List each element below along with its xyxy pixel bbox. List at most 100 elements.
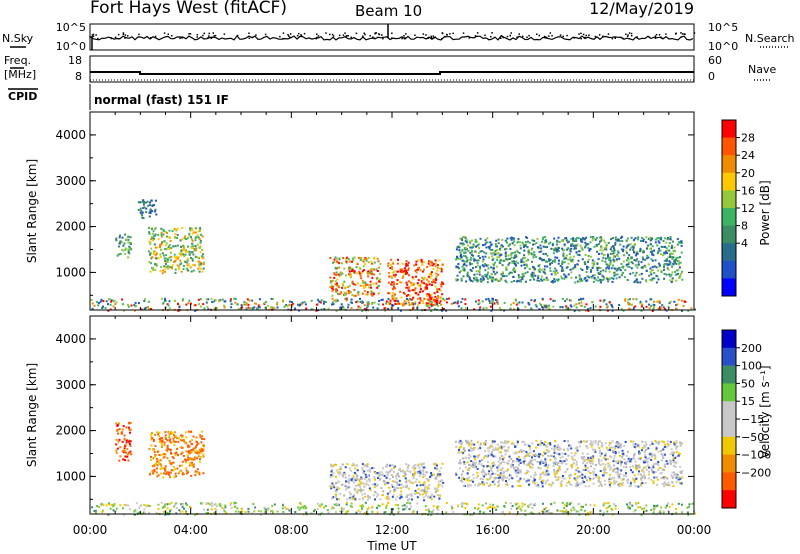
data-cell [473,443,476,446]
data-cell [504,501,507,504]
data-cell [468,278,471,281]
data-cell [187,456,190,459]
data-cell [355,490,358,493]
data-cell [188,265,191,268]
data-cell [422,278,425,281]
data-cell [574,281,577,284]
data-cell [189,256,192,259]
data-cell [180,270,183,273]
data-cell [504,251,507,254]
data-cell [552,242,554,245]
data-cell [507,254,510,257]
data-cell [124,451,127,454]
data-cell [413,468,416,471]
data-cell [354,498,357,501]
noise-search-dot [212,32,214,34]
data-cell [415,478,418,481]
data-cell [190,451,193,454]
data-cell [412,465,415,468]
data-cell [510,256,513,259]
data-cell [501,467,504,470]
data-cell [360,476,363,479]
data-cell [676,243,679,246]
data-cell [513,256,516,259]
data-cell [612,460,615,463]
data-cell [673,471,675,474]
data-cell [183,237,186,240]
data-cell [471,442,474,445]
data-cell [616,253,619,256]
data-cell [535,484,538,487]
data-cell [501,264,504,267]
data-cell [354,283,357,286]
data-cell [673,249,676,252]
data-cell [539,476,542,479]
data-cell [578,250,580,253]
data-cell [544,260,547,263]
data-cell [374,478,376,481]
data-cell [299,304,301,306]
data-cell [582,237,584,240]
data-cell [117,422,120,425]
data-cell [355,477,358,480]
data-cell [408,286,411,289]
data-cell [458,271,461,274]
noise-search-dot [317,35,320,37]
data-cell [528,483,530,486]
data-cell [159,437,162,440]
data-cell [617,268,620,271]
data-cell [620,235,623,238]
data-cell [564,276,567,279]
data-cell [609,263,612,266]
data-cell [469,246,472,249]
data-cell [391,268,394,271]
data-cell [115,451,118,454]
data-cell [639,300,642,303]
data-cell [596,250,599,253]
data-cell [558,446,561,449]
data-cell [148,240,151,243]
data-cell [570,237,573,240]
data-cell [516,457,519,460]
data-cell [681,270,684,273]
data-cell [615,258,618,261]
data-cell [680,244,683,247]
data-cell [524,513,527,516]
data-cell [666,252,669,255]
data-cell [511,465,514,468]
data-cell [663,273,666,275]
data-cell [654,241,657,244]
data-cell [185,303,188,306]
data-cell [168,434,171,437]
data-cell [466,273,469,276]
data-cell [506,481,508,484]
data-cell [490,305,492,308]
data-cell [400,493,403,496]
data-cell [158,246,161,248]
data-cell [415,292,418,295]
noise-search-dot [518,33,520,35]
data-cell [264,306,267,309]
data-cell [473,446,476,449]
data-cell [608,267,610,270]
data-cell [465,280,467,283]
data-cell [576,280,579,283]
data-cell [529,279,532,281]
noise-search-dot [430,36,433,39]
data-cell [576,477,579,480]
data-cell [505,480,507,482]
data-cell [127,241,130,244]
data-cell [537,443,540,446]
data-cell [155,462,158,465]
data-cell [611,267,614,270]
noise-search-dot [347,35,349,37]
data-cell [544,457,547,460]
data-cell [464,307,467,310]
data-cell [511,441,514,444]
data-cell [155,246,158,249]
data-cell [500,473,503,476]
data-cell [404,477,407,480]
data-cell [639,250,642,253]
data-cell [583,261,586,264]
